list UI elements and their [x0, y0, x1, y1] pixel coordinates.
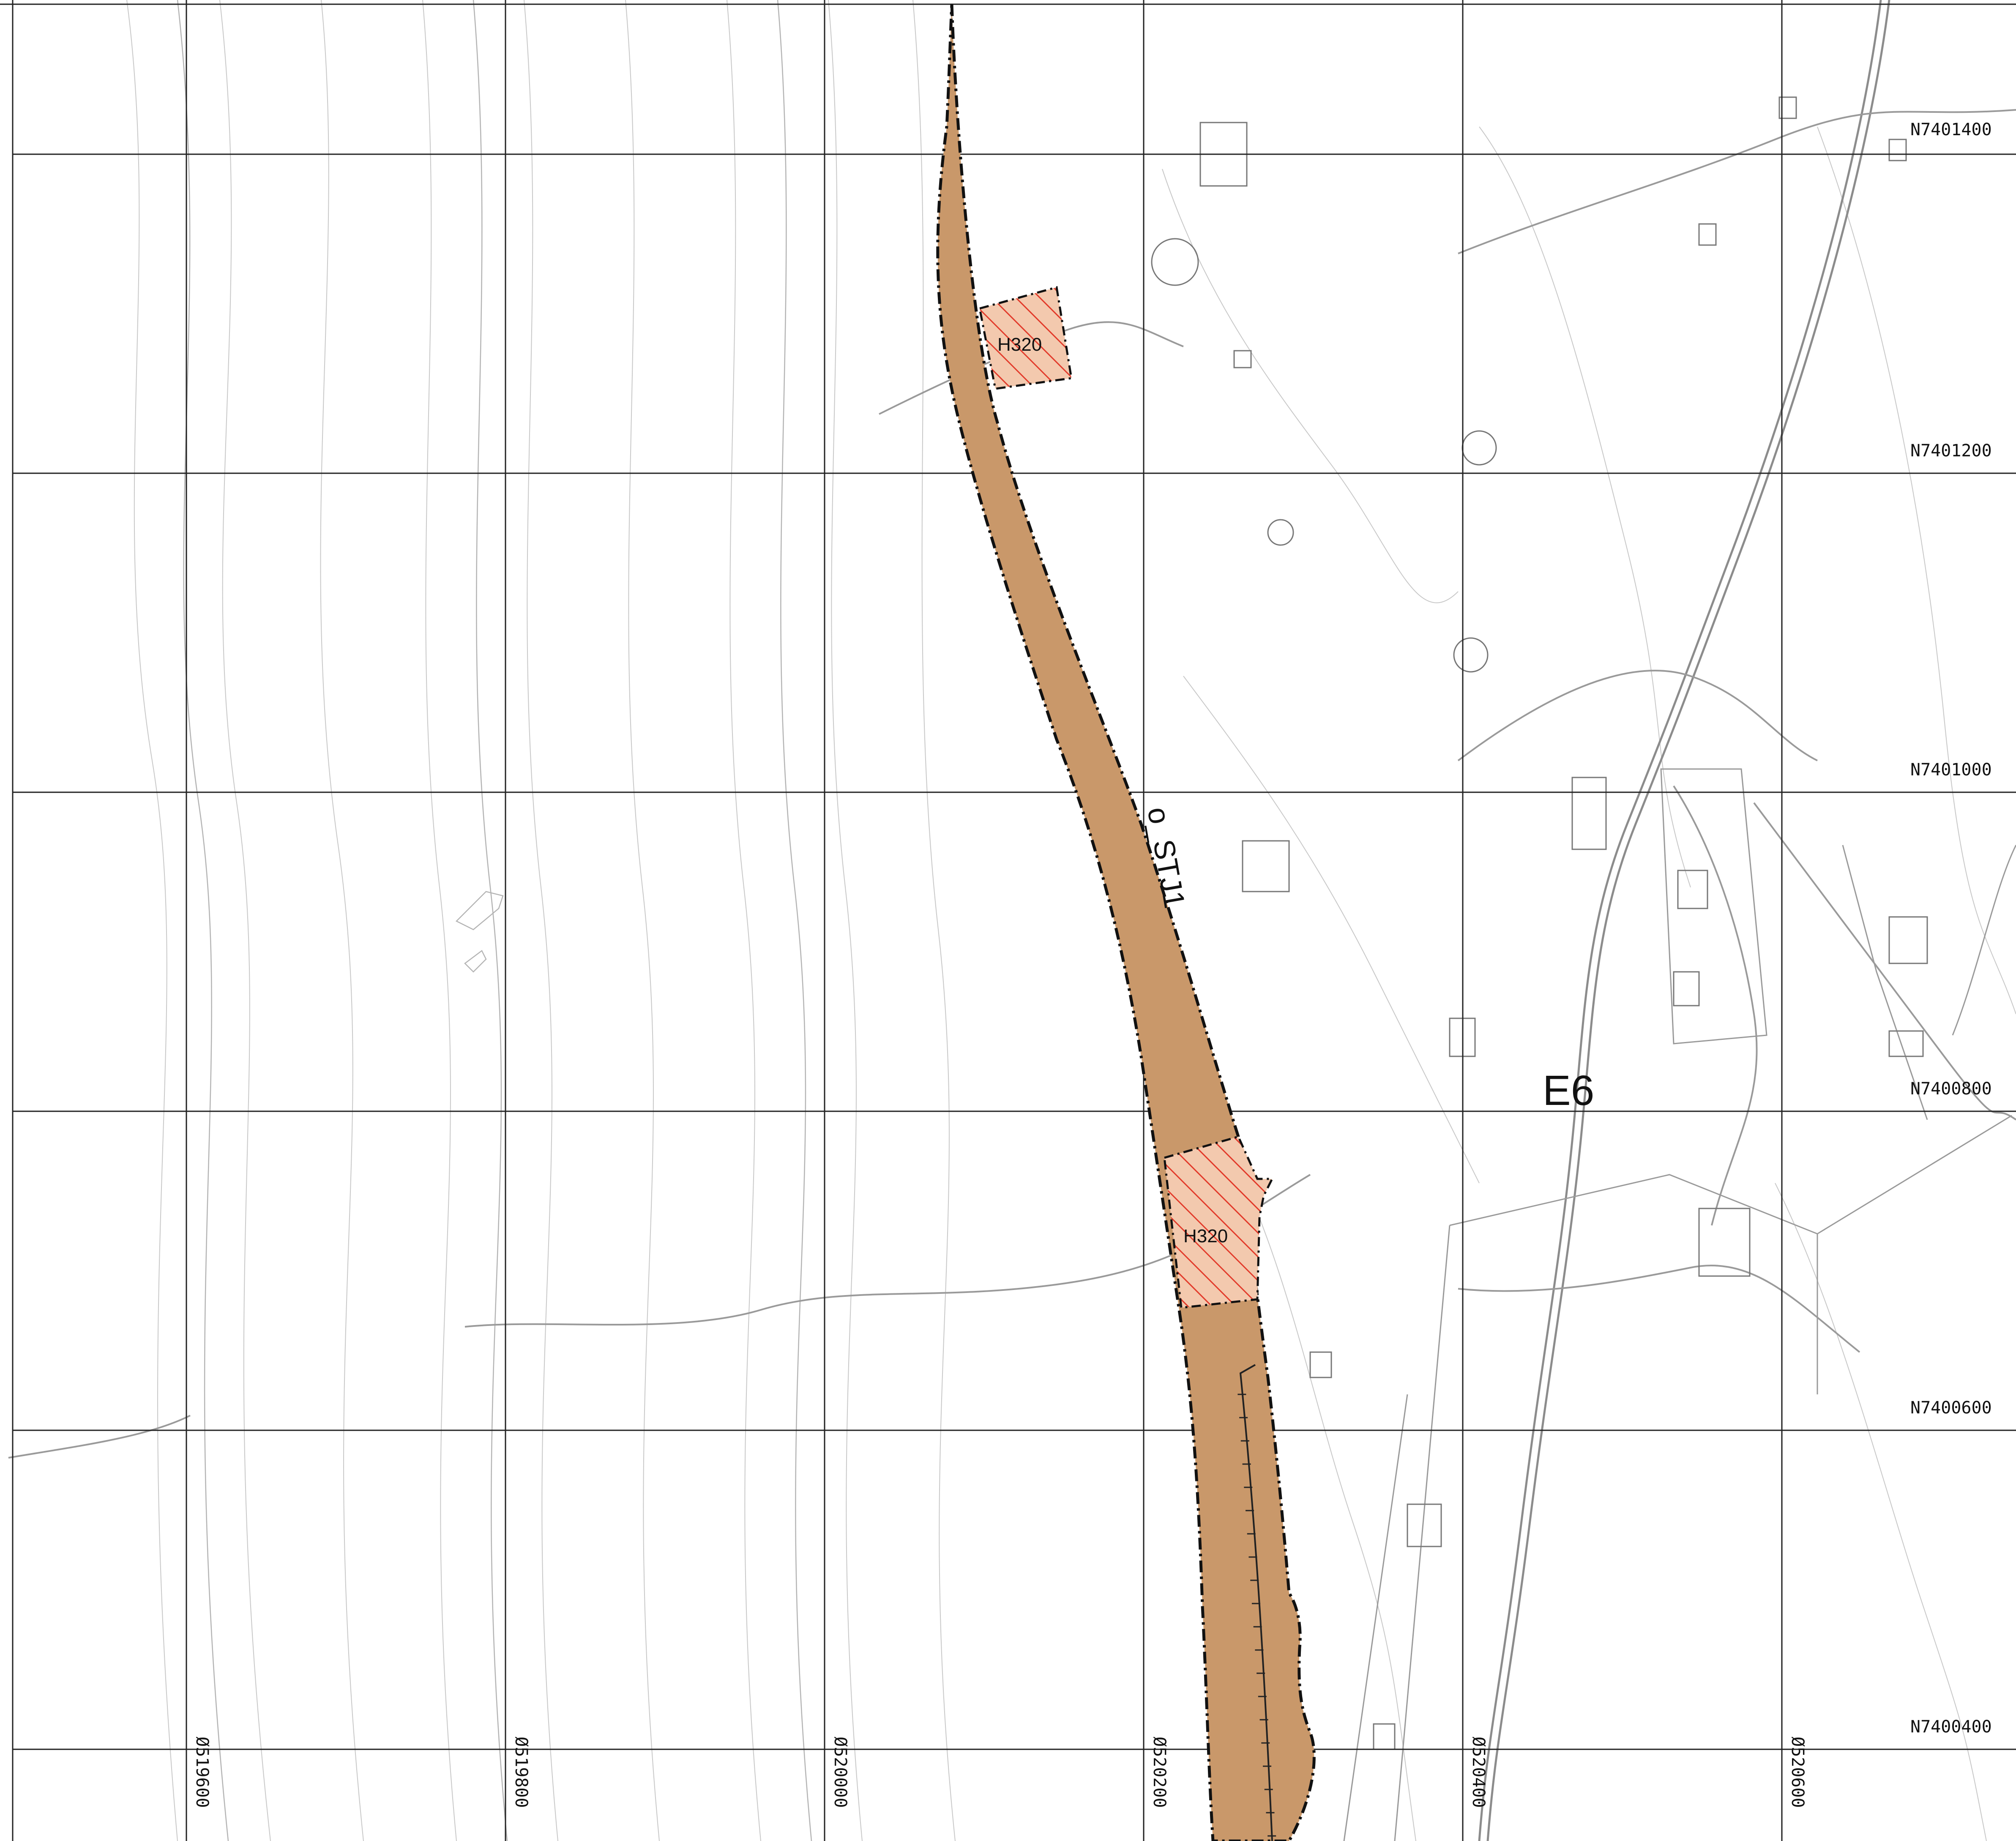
easting-label: Ø519800 [511, 1737, 531, 1808]
corridor-polygon[interactable] [936, 4, 1316, 1841]
hazard-label-south: H320 [1183, 1226, 1228, 1246]
easting-label: Ø520200 [1150, 1737, 1169, 1808]
easting-label: Ø520400 [1469, 1737, 1488, 1808]
railway-track [1237, 1364, 1276, 1841]
northing-labels: N7401400 N7401200 N7401000 N7400800 N740… [1910, 120, 1992, 1737]
northing-label: N7400600 [1910, 1398, 1992, 1418]
northing-label: N7401000 [1910, 760, 1992, 780]
easting-label: Ø519600 [192, 1737, 212, 1808]
hazard-zone-south[interactable] [1163, 1135, 1274, 1309]
hazard-label-north: H320 [997, 334, 1042, 355]
easting-label: Ø520000 [830, 1737, 850, 1808]
terrain-contours [8, 0, 2016, 1841]
easting-labels: Ø519600 Ø519800 Ø520000 Ø520200 Ø520400 … [192, 1737, 1807, 1808]
easting-label: Ø520600 [1788, 1737, 1807, 1808]
northing-label: N7400800 [1910, 1079, 1992, 1099]
infrastructure [1151, 0, 2016, 1841]
corridor-zone[interactable] [936, 4, 1316, 1841]
northing-label: N7401400 [1910, 120, 1992, 139]
hazard-zone-north[interactable] [978, 286, 1073, 390]
northing-label: N7401200 [1910, 441, 1992, 461]
road-label-e6: E6 [1543, 1067, 1594, 1114]
northing-label: N7400400 [1910, 1717, 1992, 1737]
